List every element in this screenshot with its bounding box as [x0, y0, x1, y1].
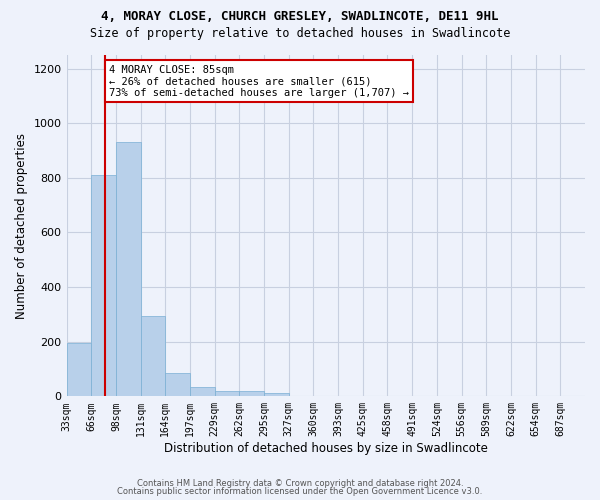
Bar	[91, 175, 116, 396]
Text: 4 MORAY CLOSE: 85sqm
← 26% of detached houses are smaller (615)
73% of semi-deta: 4 MORAY CLOSE: 85sqm ← 26% of detached h…	[109, 64, 409, 98]
Text: Size of property relative to detached houses in Swadlincote: Size of property relative to detached ho…	[90, 28, 510, 40]
Bar	[67, 343, 91, 396]
Text: Contains public sector information licensed under the Open Government Licence v3: Contains public sector information licen…	[118, 487, 482, 496]
Text: 4, MORAY CLOSE, CHURCH GRESLEY, SWADLINCOTE, DE11 9HL: 4, MORAY CLOSE, CHURCH GRESLEY, SWADLINC…	[101, 10, 499, 23]
Bar	[190, 387, 215, 396]
Bar	[215, 391, 239, 396]
Text: Contains HM Land Registry data © Crown copyright and database right 2024.: Contains HM Land Registry data © Crown c…	[137, 478, 463, 488]
Bar	[140, 316, 165, 396]
Bar	[165, 373, 190, 396]
Y-axis label: Number of detached properties: Number of detached properties	[15, 132, 28, 318]
Bar	[264, 393, 289, 396]
Bar	[239, 392, 264, 396]
X-axis label: Distribution of detached houses by size in Swadlincote: Distribution of detached houses by size …	[164, 442, 488, 455]
Bar	[116, 142, 140, 396]
